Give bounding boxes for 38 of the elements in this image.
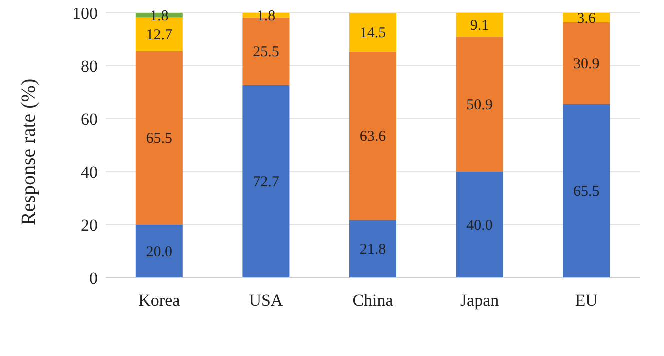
data-label: 30.9 [573, 56, 600, 72]
bar [456, 172, 504, 278]
data-label: 20.0 [146, 244, 173, 260]
data-label: 1.8 [256, 8, 276, 24]
bar [136, 225, 183, 278]
y-tick-label: 80 [81, 57, 98, 76]
x-tick-label: China [352, 291, 394, 310]
bar [563, 22, 610, 104]
bar [136, 51, 183, 225]
x-tick-label: EU [575, 291, 598, 310]
bar [350, 52, 397, 220]
bar [456, 37, 504, 172]
data-label: 21.8 [360, 242, 386, 258]
y-tick-label: 60 [81, 110, 98, 130]
data-label: 3.6 [577, 10, 596, 27]
data-label: 50.9 [466, 98, 493, 114]
y-tick-label: 0 [90, 269, 98, 288]
bar [456, 13, 504, 38]
x-tick-label: Korea [138, 291, 181, 310]
data-label: 72.7 [253, 174, 280, 191]
y-axis-title: Response rate (%) [18, 78, 40, 226]
data-label: 25.5 [253, 44, 280, 61]
bar [350, 13, 397, 52]
bar [350, 220, 397, 278]
bar [563, 104, 610, 278]
x-tick-label: USA [249, 291, 284, 310]
data-label: 65.5 [573, 184, 600, 200]
data-label: 63.6 [360, 128, 387, 145]
data-label: 9.1 [470, 18, 490, 34]
y-tick-label: 20 [81, 216, 98, 236]
data-label: 12.7 [146, 28, 174, 44]
x-tick-label: Japan [460, 291, 500, 310]
data-label: 65.5 [146, 131, 173, 148]
y-tick-label: 40 [81, 163, 98, 182]
data-label: 14.5 [360, 25, 386, 42]
bar [242, 85, 290, 278]
data-label: 40.0 [466, 218, 493, 234]
y-tick-label: 100 [72, 4, 98, 24]
